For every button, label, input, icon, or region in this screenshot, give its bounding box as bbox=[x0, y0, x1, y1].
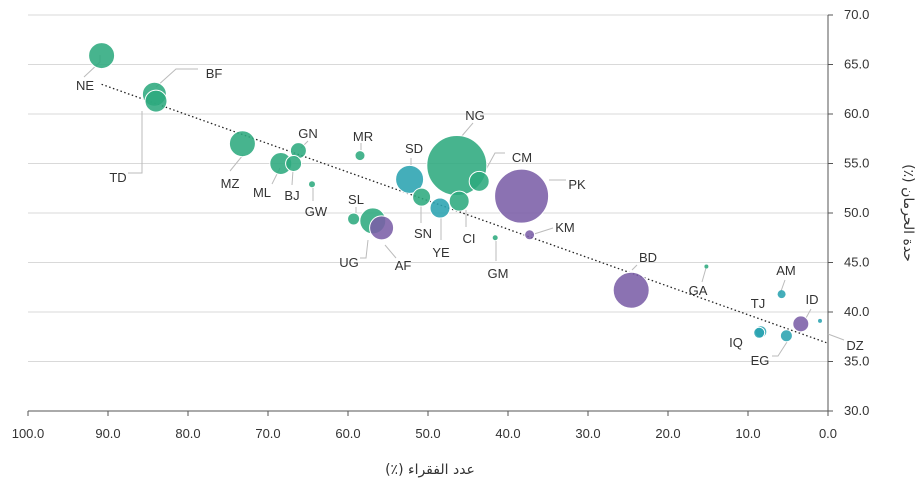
leader-line bbox=[460, 122, 474, 138]
point-label-gn: GN bbox=[298, 126, 318, 141]
leader-line bbox=[805, 308, 812, 319]
leader-line bbox=[128, 111, 143, 174]
point-label-dz: DZ bbox=[846, 338, 863, 353]
point-cm bbox=[468, 170, 490, 192]
point-label-td: TD bbox=[109, 170, 126, 185]
x-tick-label: 70.0 bbox=[255, 426, 280, 441]
leader-line bbox=[827, 333, 845, 341]
point-bj bbox=[285, 155, 303, 172]
data-points bbox=[88, 42, 822, 343]
point-label-ga: GA bbox=[689, 283, 708, 298]
leader-line bbox=[701, 267, 707, 283]
point-iq bbox=[753, 326, 766, 339]
leader-line bbox=[384, 244, 397, 259]
leader-line bbox=[155, 68, 198, 88]
point-label-mz: MZ bbox=[221, 176, 240, 191]
y-tick-label: 55.0 bbox=[844, 156, 869, 171]
point-am bbox=[777, 290, 786, 299]
axes: 30.0 35.0 40.0 45.0 50.0 55.0 60.0 65.0 70.0 100.… bbox=[12, 7, 870, 441]
y-axis-title: حدة الحرمان (٪) bbox=[900, 164, 916, 262]
point-td bbox=[144, 89, 168, 113]
point-label-sn: SN bbox=[414, 226, 432, 241]
point-bd bbox=[612, 271, 650, 309]
point-label-cm: CM bbox=[512, 150, 532, 165]
point-id bbox=[792, 315, 810, 333]
x-tick-label: 90.0 bbox=[95, 426, 120, 441]
y-tick-label: 70.0 bbox=[844, 7, 869, 22]
point-gm bbox=[492, 235, 498, 241]
y-tick-label: 50.0 bbox=[844, 205, 869, 220]
x-tick-label: 40.0 bbox=[495, 426, 520, 441]
point-label-eg: EG bbox=[751, 353, 770, 368]
point-label-iq: IQ bbox=[729, 335, 743, 350]
y-tick-label: 60.0 bbox=[844, 106, 869, 121]
point-label-ci: CI bbox=[463, 231, 476, 246]
leader-line bbox=[360, 239, 369, 259]
point-label-tj: TJ bbox=[751, 296, 765, 311]
x-tick-label: 30.0 bbox=[575, 426, 600, 441]
trendline-path bbox=[101, 83, 827, 344]
y-tick-label: 30.0 bbox=[844, 403, 869, 418]
trendline bbox=[101, 83, 827, 344]
point-dz bbox=[818, 318, 822, 323]
point-labels: NE BF TD MZ GN ML BJ MR GW SD NG CM PK SN CI YE SL UG AF KM… bbox=[76, 66, 864, 368]
point-label-ml: ML bbox=[253, 185, 271, 200]
x-tick-label: 60.0 bbox=[335, 426, 360, 441]
leader-line bbox=[772, 341, 788, 357]
point-label-mr: MR bbox=[353, 129, 373, 144]
x-tick-label: 0.0 bbox=[819, 426, 837, 441]
point-label-ne: NE bbox=[76, 78, 94, 93]
point-label-sl: SL bbox=[348, 192, 364, 207]
point-sd bbox=[395, 164, 425, 194]
x-tick-label: 80.0 bbox=[175, 426, 200, 441]
point-sn bbox=[412, 187, 432, 207]
x-tick-label: 100.0 bbox=[12, 426, 45, 441]
point-label-km: KM bbox=[555, 220, 575, 235]
point-label-am: AM bbox=[776, 263, 796, 278]
point-label-bj: BJ bbox=[284, 188, 299, 203]
leader-line bbox=[291, 169, 294, 186]
gridlines bbox=[28, 14, 828, 362]
point-label-pk: PK bbox=[568, 177, 586, 192]
x-tick-label: 20.0 bbox=[655, 426, 680, 441]
point-label-gw: GW bbox=[305, 204, 328, 219]
y-tick-label: 40.0 bbox=[844, 304, 869, 319]
point-mr bbox=[354, 150, 366, 162]
point-ye bbox=[429, 197, 451, 219]
x-tick-label: 10.0 bbox=[735, 426, 760, 441]
point-af bbox=[369, 215, 395, 241]
y-tick-label: 35.0 bbox=[844, 354, 869, 369]
point-label-bd: BD bbox=[639, 250, 657, 265]
point-mz bbox=[228, 130, 256, 158]
point-sl bbox=[347, 212, 361, 226]
point-ne bbox=[88, 42, 116, 70]
point-label-sd: SD bbox=[405, 141, 423, 156]
x-axis-title: عدد الفقراء (٪) bbox=[385, 462, 475, 478]
point-label-ye: YE bbox=[432, 245, 450, 260]
point-label-af: AF bbox=[395, 258, 412, 273]
y-tick-label: 45.0 bbox=[844, 255, 869, 270]
leader-line bbox=[631, 264, 638, 271]
leader-line bbox=[229, 154, 244, 172]
point-label-ug: UG bbox=[339, 255, 359, 270]
point-eg bbox=[779, 329, 793, 343]
point-km bbox=[524, 229, 536, 241]
point-label-gm: GM bbox=[488, 266, 509, 281]
point-ga bbox=[704, 264, 709, 269]
x-tick-label: 50.0 bbox=[415, 426, 440, 441]
point-label-id: ID bbox=[806, 292, 819, 307]
y-tick-label: 65.0 bbox=[844, 57, 869, 72]
point-gw bbox=[309, 181, 315, 188]
point-label-bf: BF bbox=[206, 66, 223, 81]
point-label-ng: NG bbox=[465, 108, 485, 123]
point-ci bbox=[448, 190, 470, 212]
point-pk bbox=[494, 168, 550, 224]
